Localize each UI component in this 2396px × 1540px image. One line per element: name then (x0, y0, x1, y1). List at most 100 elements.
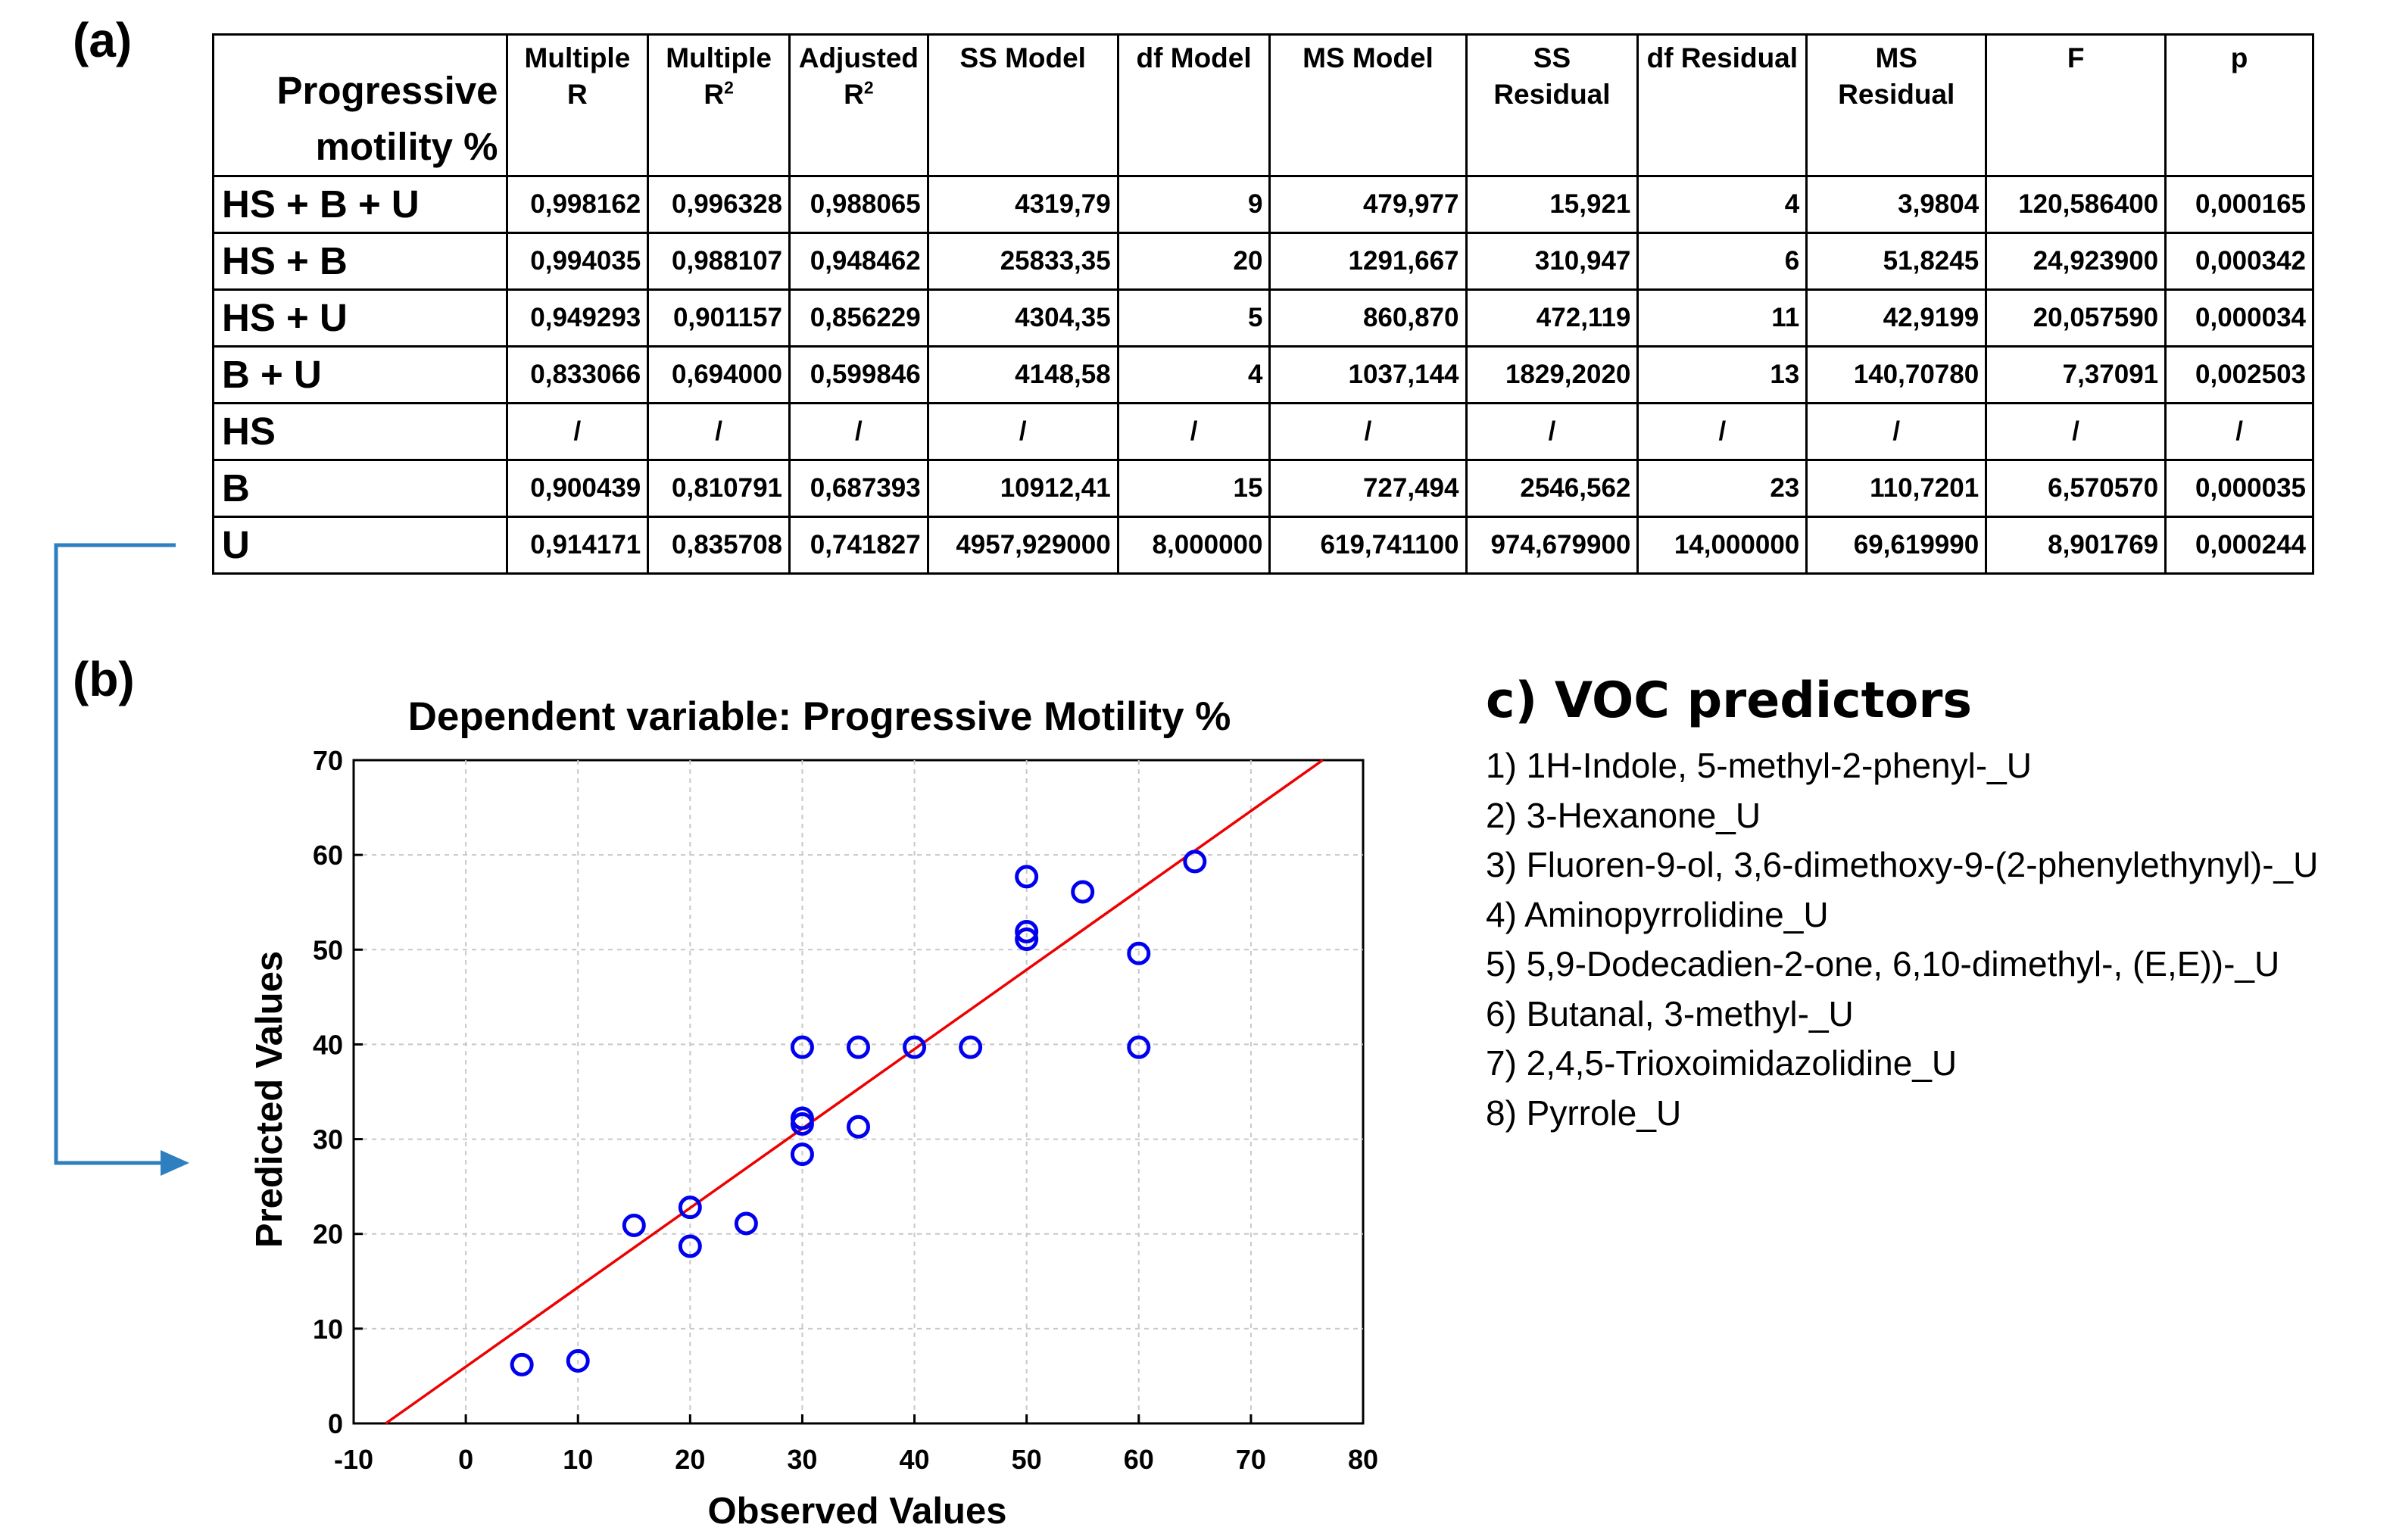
chart-grid (354, 760, 1363, 1423)
table-row: HS + B + U 0,998162 0,996328 0,988065 4319,7… (212, 174, 2314, 234)
column-header-line1: Adjusted (798, 42, 919, 73)
column-header: p (2164, 33, 2314, 177)
data-point (959, 1035, 983, 1059)
chart-title: Dependent variable: Progressive Motility… (408, 694, 1231, 739)
table-cell: 1037,144 (1268, 344, 1468, 404)
connector-line (54, 543, 176, 1165)
row-label: HS + B + U (212, 174, 508, 234)
table-cell: 10912,41 (926, 458, 1119, 518)
table-cell: / (1985, 401, 2167, 461)
column-header-line1: Multiple (524, 42, 631, 73)
column-header: Multiple R2 (647, 33, 791, 177)
voc-item: 2) 3-Hexanone_U (1486, 795, 1761, 835)
table-cell: / (647, 401, 791, 461)
data-point (734, 1211, 758, 1236)
chart-xlabel: Observed Values (708, 1491, 1007, 1532)
table-cell: 51,8245 (1805, 231, 1988, 291)
column-header-superscript: 2 (724, 77, 734, 98)
table-cell: / (926, 401, 1119, 461)
x-tick-label: 80 (1348, 1444, 1378, 1475)
table-cell: 0,000035 (2164, 458, 2314, 518)
column-header: df Model (1116, 33, 1271, 177)
table-cell: / (2164, 401, 2314, 461)
regression-line (385, 759, 1324, 1425)
data-point (847, 1114, 870, 1139)
table-cell: 727,494 (1268, 458, 1468, 518)
table-cell: 0,694000 (647, 344, 791, 404)
table-cell: 8,901769 (1985, 515, 2167, 575)
row-label: HS + U (212, 288, 508, 348)
table-cell: 0,900439 (505, 458, 650, 518)
x-tick-label: 40 (900, 1444, 930, 1475)
column-header-line1: df Residual (1646, 42, 1799, 73)
table-cell: / (1805, 401, 1988, 461)
table-cell: 0,994035 (505, 231, 650, 291)
voc-item: 7) 2,4,5-Trioxoimidazolidine_U (1486, 1043, 1958, 1083)
y-tick-label: 60 (313, 840, 343, 871)
table-cell: 42,9199 (1805, 288, 1988, 348)
table-cell: 0,988107 (647, 231, 791, 291)
table-cell: 20,057590 (1985, 288, 2167, 348)
column-header-line2: R (704, 79, 725, 111)
table-cell: 15 (1116, 458, 1271, 518)
y-tick-label: 20 (313, 1219, 343, 1250)
table-cell: 860,870 (1268, 288, 1468, 348)
x-tick-label: 0 (458, 1444, 473, 1475)
table-cell: 120,586400 (1985, 174, 2167, 234)
table-cell: 479,977 (1268, 174, 1468, 234)
table-cell: 4 (1116, 344, 1271, 404)
column-header-line2: Residual (1493, 79, 1611, 111)
column-header-line1: F (2067, 42, 2085, 73)
x-tick-label: 30 (787, 1444, 817, 1475)
table-cell: 4148,58 (926, 344, 1119, 404)
table-row: B + U 0,833066 0,694000 0,599846 4148,58 4 103… (212, 344, 2314, 404)
table-cell: 0,998162 (505, 174, 650, 234)
row-label: B (212, 458, 508, 518)
table-cell: 0,833066 (505, 344, 650, 404)
table-cell: 1291,667 (1268, 231, 1468, 291)
data-point (566, 1348, 590, 1373)
data-point (622, 1213, 646, 1237)
table-cell: 0,687393 (788, 458, 929, 518)
row-label: HS + B (212, 231, 508, 291)
column-header-superscript: 2 (863, 77, 874, 98)
column-header: MS Model (1268, 33, 1468, 177)
table-cell: / (788, 401, 929, 461)
table-cell: 619,741100 (1268, 515, 1468, 575)
table-cell: 11 (1636, 288, 1808, 348)
table-cell: 9 (1116, 174, 1271, 234)
y-tick-label: 10 (313, 1314, 343, 1345)
column-header: df Residual (1636, 33, 1808, 177)
data-points (510, 849, 1207, 1376)
column-header-line1: SS Model (959, 42, 1086, 73)
y-tick-label: 50 (313, 934, 343, 965)
table-cell: 974,679900 (1465, 515, 1639, 575)
table-cell: 7,37091 (1985, 344, 2167, 404)
table-cell: 0,000244 (2164, 515, 2314, 575)
table-cell: 0,948462 (788, 231, 929, 291)
column-header-line1: MS Model (1303, 42, 1434, 73)
table-cell: 2546,562 (1465, 458, 1639, 518)
table-header-row: Progressive motility % Multiple R Multiple… (212, 33, 2314, 177)
panel-label-b: (b) (73, 652, 135, 706)
data-point (1127, 941, 1151, 965)
data-point (510, 1352, 534, 1376)
table-cell: 140,70780 (1805, 344, 1988, 404)
x-tick-label: 20 (675, 1444, 705, 1475)
column-header-line2: Residual (1838, 79, 1955, 111)
table-cell: 4304,35 (926, 288, 1119, 348)
table-cell: 0,901157 (647, 288, 791, 348)
voc-item: 1) 1H-Indole, 5-methyl-2-phenyl-_U (1486, 746, 2032, 785)
chart-ticks: -10 0 10 20 30 40 50 60 70 80 0 10 20 30 40 50 60 70 (313, 745, 1378, 1475)
column-header-line1: SS (1533, 42, 1571, 73)
table-cell: 0,996328 (647, 174, 791, 234)
column-header: SS Model (926, 33, 1119, 177)
data-point (1015, 920, 1039, 944)
x-tick-label: 10 (563, 1444, 593, 1475)
table-cell: / (1465, 401, 1639, 461)
table-cell: 15,921 (1465, 174, 1639, 234)
table-cell: 13 (1636, 344, 1808, 404)
corner-header: Progressive motility % (212, 33, 508, 177)
voc-predictors: c) VOC predictors 1) 1H-Indole, 5-methyl… (1486, 672, 2318, 1138)
row-label: B + U (212, 344, 508, 404)
